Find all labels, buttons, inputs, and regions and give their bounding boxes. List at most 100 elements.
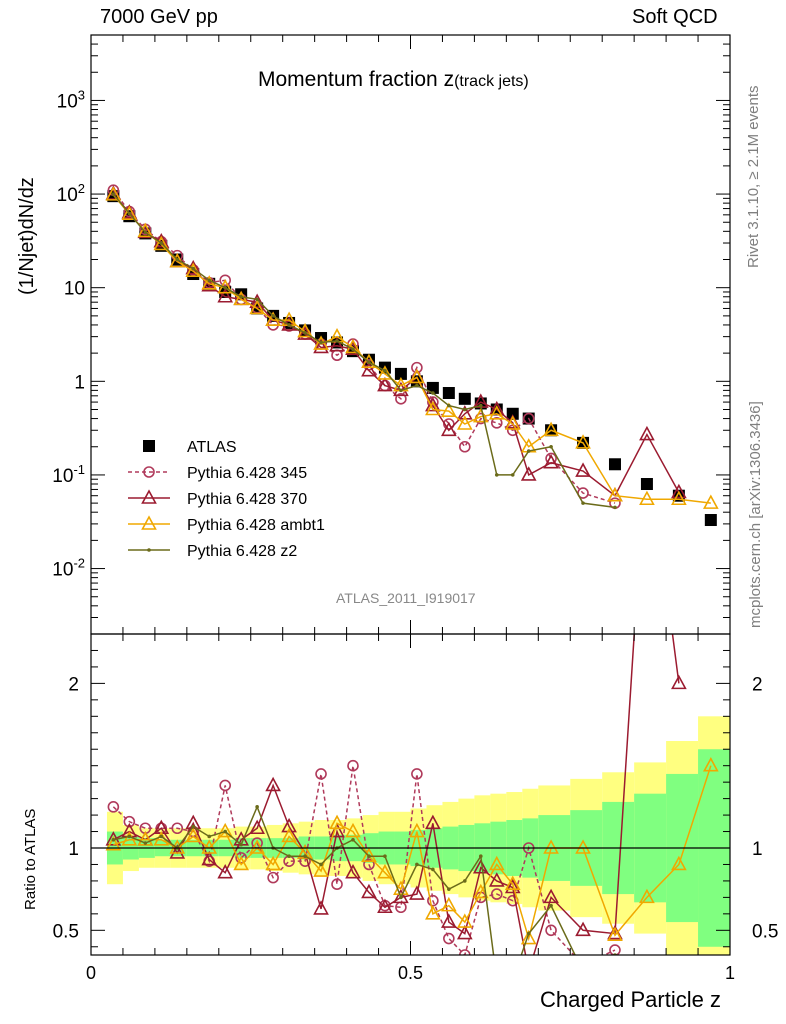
ratio-point <box>191 824 196 829</box>
data-point <box>191 266 196 271</box>
data-point <box>121 205 138 220</box>
ratio-point <box>520 929 537 945</box>
data-point <box>506 407 519 420</box>
data-point <box>345 338 361 354</box>
ratio-point <box>440 896 457 912</box>
legend-marker <box>143 466 155 478</box>
data-point <box>639 490 655 506</box>
ratio-point <box>217 822 234 838</box>
data-point <box>127 211 132 216</box>
ratio-tick-label: 1 <box>68 839 79 860</box>
data-point <box>223 285 227 290</box>
data-point <box>249 293 265 308</box>
ratio-point <box>440 913 457 928</box>
ratio-point <box>363 858 375 871</box>
legend-marker <box>143 440 155 452</box>
data-point <box>411 361 423 374</box>
data-point <box>249 299 265 315</box>
data-point <box>335 339 339 343</box>
legend-label: Pythia 6.428 345 <box>187 465 307 482</box>
y-tick-label: 103 <box>57 87 85 112</box>
ratio-point <box>331 878 343 891</box>
data-point <box>440 421 457 437</box>
data-point <box>159 241 164 245</box>
series-line <box>112 189 616 504</box>
data-point <box>271 314 275 318</box>
data-point <box>287 323 291 327</box>
legend-label: ATLAS <box>187 439 237 456</box>
data-point <box>704 514 717 527</box>
data-point <box>478 403 483 408</box>
ratio-axis-label: Ratio to ATLAS <box>22 808 39 910</box>
data-point <box>319 340 323 345</box>
data-point <box>640 478 653 491</box>
data-point <box>472 407 489 423</box>
data-point <box>543 454 559 469</box>
data-point <box>143 230 148 235</box>
data-point <box>458 392 471 405</box>
ratio-point <box>239 842 243 847</box>
data-point <box>488 405 505 420</box>
data-point <box>394 367 407 380</box>
main-panel-series <box>105 184 719 527</box>
data-point <box>201 275 218 290</box>
data-point <box>329 337 345 352</box>
ratio-point <box>504 875 521 891</box>
data-point <box>361 361 377 377</box>
data-point <box>367 360 371 365</box>
y-tick-label: 10 <box>64 279 85 300</box>
rivet-label: Rivet 3.1.10, ≥ 2.1M events <box>745 85 762 269</box>
mcplots-label: mcplots.cern.ch [arXiv:1306.3436] <box>747 401 764 628</box>
data-point <box>607 487 623 502</box>
data-point <box>575 462 591 477</box>
data-point <box>442 387 455 400</box>
data-point <box>549 444 553 449</box>
data-point <box>415 383 419 388</box>
data-point <box>111 192 116 196</box>
data-point <box>510 473 515 477</box>
ratio-point <box>456 913 473 928</box>
ratio-point <box>409 822 425 838</box>
legend-label: Pythia 6.428 ambt1 <box>187 517 325 534</box>
data-point <box>456 405 473 420</box>
ratio-point <box>377 898 393 914</box>
ratio-point <box>201 839 218 854</box>
ratio-point <box>472 859 489 874</box>
ratio-point <box>575 839 591 854</box>
ratio-tick-label: 2 <box>68 674 79 695</box>
y-tick-label: 102 <box>57 181 85 206</box>
ratio-point <box>121 831 138 846</box>
chart-title-suffix: (track jets) <box>454 73 529 90</box>
ratio-point <box>159 834 164 839</box>
y-axis-label: (1/Njet)dN/dz <box>16 177 38 295</box>
ratio-point <box>223 829 227 834</box>
ratio-point <box>329 822 345 838</box>
ratio-point <box>207 834 212 839</box>
ratio-point <box>303 854 307 859</box>
data-point <box>522 412 535 425</box>
ratio-point <box>107 801 120 813</box>
ratio-point <box>393 888 409 904</box>
y-tick-label: 1 <box>74 372 85 393</box>
data-point <box>459 440 471 453</box>
ratio-point <box>367 854 371 859</box>
data-point <box>425 400 441 416</box>
ratio-point <box>313 900 329 915</box>
analysis-watermark: ATLAS_2011_I919017 <box>336 590 476 606</box>
data-point <box>137 222 154 238</box>
ratio-point <box>478 854 483 859</box>
data-point <box>671 483 687 499</box>
ratio-point <box>399 895 403 900</box>
x-tick-label: 0 <box>86 963 96 983</box>
data-point <box>431 391 435 395</box>
data-point <box>671 490 687 506</box>
ratio-point <box>361 847 377 863</box>
x-tick-label: 0.5 <box>398 963 423 983</box>
ratio-point <box>526 931 531 936</box>
ratio-point <box>671 855 687 871</box>
ratio-point <box>267 871 279 884</box>
data-point <box>494 473 499 477</box>
data-point <box>361 353 377 369</box>
data-point <box>581 501 585 505</box>
ratio-point <box>111 837 116 842</box>
